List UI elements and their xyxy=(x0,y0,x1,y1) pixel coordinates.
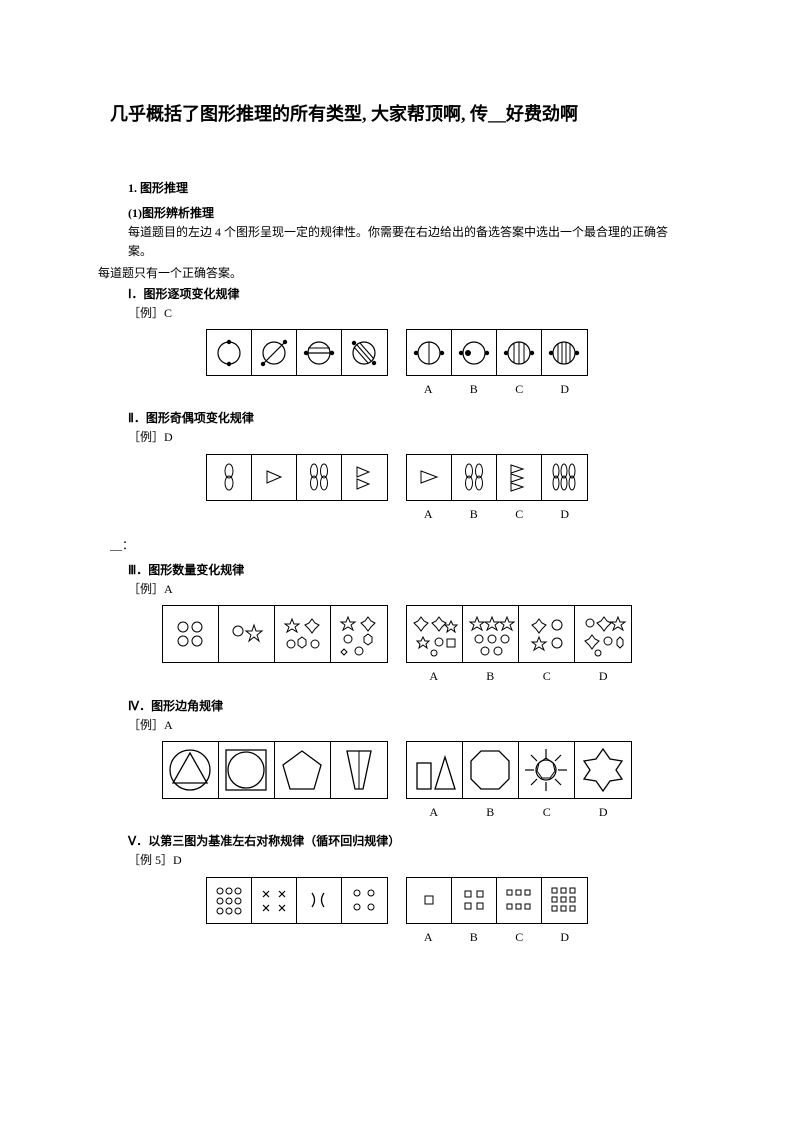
a-cell xyxy=(575,742,631,798)
a-cell xyxy=(463,742,519,798)
answer-labels: A B C D xyxy=(406,380,588,399)
q-cell xyxy=(207,878,252,923)
a-cell xyxy=(497,330,542,375)
label-a: A xyxy=(406,505,452,524)
question-group xyxy=(206,329,388,376)
subsection-header: (1)图形辨析推理 xyxy=(128,204,683,223)
a-cell xyxy=(407,742,463,798)
label-d: D xyxy=(542,928,588,947)
a-cell xyxy=(519,742,575,798)
answer-labels: A B C D xyxy=(406,505,588,524)
label-d: D xyxy=(575,803,632,822)
question-group xyxy=(162,741,388,799)
section-header: 1. 图形推理 xyxy=(128,179,683,198)
answer-labels: A B C D xyxy=(406,667,632,686)
question-group xyxy=(162,605,388,663)
q-cell xyxy=(297,455,342,500)
q-cell xyxy=(275,606,331,662)
q-cell xyxy=(252,330,297,375)
question-group xyxy=(206,454,388,501)
a-cell xyxy=(542,455,587,500)
rule-5-figure: A B C D xyxy=(110,877,683,947)
rule-2-figure: A B C D xyxy=(110,454,683,524)
a-cell xyxy=(407,878,452,923)
label-c: C xyxy=(519,803,576,822)
label-b: B xyxy=(451,928,497,947)
q-cell xyxy=(297,330,342,375)
rule-3-title: Ⅲ．图形数量变化规律 xyxy=(128,561,683,580)
label-c: C xyxy=(497,505,543,524)
answer-group: A B C D xyxy=(406,454,588,524)
a-cell xyxy=(452,878,497,923)
rule-2-title: Ⅱ．图形奇偶项变化规律 xyxy=(128,409,683,428)
label-c: C xyxy=(497,928,543,947)
label-d: D xyxy=(575,667,632,686)
rule-3-figure: A B C D xyxy=(110,605,683,686)
label-a: A xyxy=(406,928,452,947)
a-cell xyxy=(407,606,463,662)
label-c: C xyxy=(519,667,576,686)
q-cell xyxy=(331,606,387,662)
q-cell xyxy=(219,742,275,798)
a-cell xyxy=(542,330,587,375)
answer-group: A B C D xyxy=(406,741,632,822)
rule-1-example: ［例］C xyxy=(128,304,683,323)
question-group xyxy=(206,877,388,924)
divider-text: __： xyxy=(110,536,683,555)
label-d: D xyxy=(542,380,588,399)
label-a: A xyxy=(406,803,463,822)
rule-4-example: ［例］A xyxy=(128,716,683,735)
answer-group: A B C D xyxy=(406,877,588,947)
q-cell xyxy=(275,742,331,798)
rule-4-figure: A B C D xyxy=(110,741,683,822)
rule-3-example: ［例］A xyxy=(128,580,683,599)
q-cell xyxy=(342,330,387,375)
label-b: B xyxy=(451,380,497,399)
rule-1-figure: A B C D xyxy=(110,329,683,399)
intro-text-2: 每道题只有一个正确答案。 xyxy=(98,264,683,283)
q-cell xyxy=(342,878,387,923)
q-cell xyxy=(297,878,342,923)
label-b: B xyxy=(462,667,519,686)
q-cell xyxy=(207,455,252,500)
answer-labels: A B C D xyxy=(406,928,588,947)
rule-5-title: Ⅴ．以第三图为基准左右对称规律（循环回归规律） xyxy=(128,832,683,851)
label-a: A xyxy=(406,667,463,686)
a-cell xyxy=(452,330,497,375)
q-cell xyxy=(252,455,297,500)
q-cell xyxy=(207,330,252,375)
a-cell xyxy=(407,330,452,375)
label-b: B xyxy=(451,505,497,524)
rule-5-example: ［例 5］D xyxy=(128,851,683,870)
label-b: B xyxy=(462,803,519,822)
q-cell xyxy=(163,742,219,798)
a-cell xyxy=(463,606,519,662)
a-cell xyxy=(497,455,542,500)
a-cell xyxy=(407,455,452,500)
rule-2-example: ［例］D xyxy=(128,428,683,447)
a-cell xyxy=(497,878,542,923)
rule-1-title: Ⅰ．图形逐项变化规律 xyxy=(128,285,683,304)
rule-4-title: Ⅳ．图形边角规律 xyxy=(128,697,683,716)
label-d: D xyxy=(542,505,588,524)
q-cell xyxy=(163,606,219,662)
a-cell xyxy=(452,455,497,500)
label-a: A xyxy=(406,380,452,399)
q-cell xyxy=(252,878,297,923)
q-cell xyxy=(219,606,275,662)
answer-group: A B C D xyxy=(406,605,632,686)
intro-text-1: 每道题目的左边 4 个图形呈现一定的规律性。你需要在右边给出的备选答案中选出一个… xyxy=(128,223,683,261)
a-cell xyxy=(519,606,575,662)
answer-labels: A B C D xyxy=(406,803,632,822)
page-title: 几乎概括了图形推理的所有类型, 大家帮顶啊, 传__好费劲啊 xyxy=(110,100,683,129)
answer-group: A B C D xyxy=(406,329,588,399)
a-cell xyxy=(575,606,631,662)
q-cell xyxy=(331,742,387,798)
label-c: C xyxy=(497,380,543,399)
a-cell xyxy=(542,878,587,923)
q-cell xyxy=(342,455,387,500)
